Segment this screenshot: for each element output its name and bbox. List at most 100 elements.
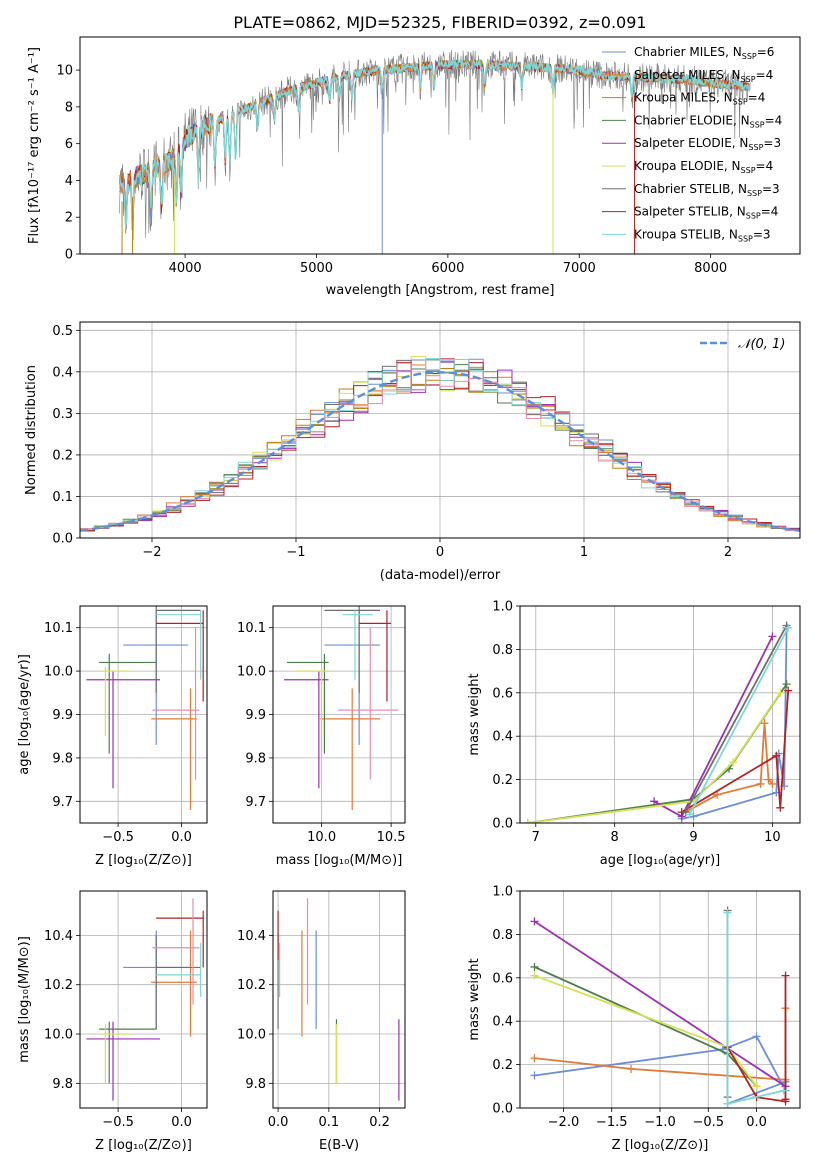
x-axis-label: age [log₁₀(age/yr)] (600, 853, 721, 868)
weight-series (527, 692, 782, 823)
legend-suffix: =4 (756, 68, 774, 82)
errorbar-point (156, 610, 204, 702)
y-axis-label: age [log₁₀(age/yr)] (17, 654, 32, 775)
legend-suffix: =3 (763, 136, 781, 150)
axes-frame (519, 890, 801, 1109)
errorbar-point (86, 1021, 161, 1101)
weight-marker (530, 1054, 539, 1063)
weight-marker (728, 758, 737, 767)
x-axis-label: Z [log₁₀(Z/Z⊙)] (95, 1138, 192, 1153)
errorbar-point (152, 898, 200, 1005)
legend-subscript: SSP (733, 98, 748, 107)
legend-subscript: SSP (738, 234, 753, 243)
y-tick-label: 9.8 (245, 1077, 266, 1092)
legend-label: Chabrier STELIB, N (634, 182, 747, 196)
legend-suffix: =6 (757, 45, 775, 59)
weight-marker (530, 917, 539, 926)
weight-marker (781, 971, 790, 980)
plot-area (520, 891, 800, 1108)
x-tick-label: 5000 (300, 261, 333, 276)
x-tick-label: 10 (764, 830, 781, 845)
weight-marker (530, 971, 539, 980)
chart-weight_vs_Z: −2.0 −1.5 −1.0 −0.5 0.0 0.0 0.2 0.4 0.6 0.8 1.0 Z [… (467, 885, 801, 1153)
y-tick-label: 0.6 (492, 971, 513, 986)
histogram-series (80, 358, 800, 531)
y-axis-label: mass [log₁₀(M/M⊙)] (17, 936, 32, 1063)
x-tick-label: 4000 (169, 261, 202, 276)
plot-area (273, 891, 405, 1108)
weight-series (684, 625, 788, 813)
y-tick-label: 0.0 (492, 817, 513, 832)
y-tick-label: 4 (65, 174, 73, 189)
errorbar-point (99, 1021, 157, 1084)
weight-series (534, 966, 758, 1087)
errorbar-point (86, 671, 161, 789)
y-tick-label: 0.4 (492, 1015, 513, 1030)
x-tick-label: 0.2 (369, 1115, 390, 1130)
weight-series (534, 920, 786, 1088)
x-tick-label: 0.1 (319, 1115, 340, 1130)
legend-entry: Chabrier MILES, NSSP=6 (634, 45, 774, 61)
y-tick-label: 0.5 (52, 324, 73, 339)
errorbar-point (123, 610, 188, 745)
errorbar-point (342, 610, 374, 680)
model-line (118, 57, 751, 229)
y-tick-label: 10.1 (44, 621, 73, 636)
y-tick-label: 9.9 (245, 708, 266, 723)
axes-frame (79, 321, 801, 539)
axes-frame (79, 36, 801, 255)
legend-entry: Salpeter STELIB, NSSP=4 (634, 205, 778, 221)
legend-subscript: SSP (742, 52, 757, 61)
y-axis-label: Normed distribution (24, 365, 39, 495)
legend-entry: Kroupa MILES, NSSP=4 (634, 91, 765, 107)
plot-area (80, 606, 207, 823)
axes-frame (519, 605, 801, 824)
errorbar-point (324, 606, 380, 693)
legend-label: Salpeter STELIB, N (634, 205, 746, 219)
x-tick-label: −0.5 (692, 1115, 724, 1130)
x-tick-label: 7 (532, 830, 540, 845)
legend-subscript: SSP (741, 166, 756, 175)
figure-title: PLATE=0862, MJD=52325, FIBERID=0392, z=0… (233, 13, 646, 32)
legend-label: Salpeter ELODIE, N (634, 136, 748, 150)
y-tick-label: 9.8 (245, 751, 266, 766)
y-axis-label: Flux [fλ10⁻¹⁷ erg cm⁻² s⁻¹ A⁻¹] (27, 47, 42, 244)
errorbar-point (151, 688, 197, 810)
y-tick-label: 0.1 (52, 490, 73, 505)
weight-marker (530, 1071, 539, 1080)
weight-marker (768, 632, 777, 641)
x-tick-label: 1 (580, 545, 588, 560)
y-tick-label: 10.4 (237, 929, 266, 944)
x-axis-label: E(B-V) (319, 1138, 359, 1153)
legend-suffix: =4 (748, 91, 766, 105)
legend-suffix: =4 (756, 159, 774, 173)
y-tick-label: 8 (65, 100, 73, 115)
x-tick-label: −2 (142, 545, 161, 560)
chart-weight_vs_age: 7 8 9 10 0.0 0.2 0.4 0.6 0.8 1.0 age [log₁₀(age/yr… (467, 600, 801, 868)
weight-marker (723, 1099, 732, 1108)
y-tick-label: 9.8 (52, 1077, 73, 1092)
x-tick-label: 6000 (431, 261, 464, 276)
x-tick-label: 8000 (694, 261, 727, 276)
errorbar-point (123, 930, 188, 1030)
y-tick-label: 10.2 (44, 978, 73, 993)
legend-label: Kroupa STELIB, N (634, 227, 738, 241)
y-tick-label: 0.4 (52, 365, 73, 380)
axes-frame (79, 890, 208, 1109)
x-tick-label: 2 (724, 545, 732, 560)
x-axis-label: (data-model)/error (380, 568, 501, 583)
weight-marker (784, 623, 793, 632)
x-tick-label: 10.0 (307, 830, 336, 845)
legend-subscript: SSP (746, 212, 761, 221)
legend-entry: 𝒩(0, 1) (738, 337, 785, 352)
x-tick-label: 0 (436, 545, 444, 560)
y-tick-label: 0.2 (492, 773, 513, 788)
weight-marker (760, 719, 769, 728)
x-tick-label: −0.5 (102, 1115, 134, 1130)
x-tick-label: −0.5 (102, 830, 134, 845)
plot-area (273, 606, 405, 823)
x-tick-label: −1 (286, 545, 305, 560)
x-axis-label: mass [log₁₀(M/M⊙)] (276, 853, 403, 868)
x-tick-label: −1.0 (644, 1115, 676, 1130)
